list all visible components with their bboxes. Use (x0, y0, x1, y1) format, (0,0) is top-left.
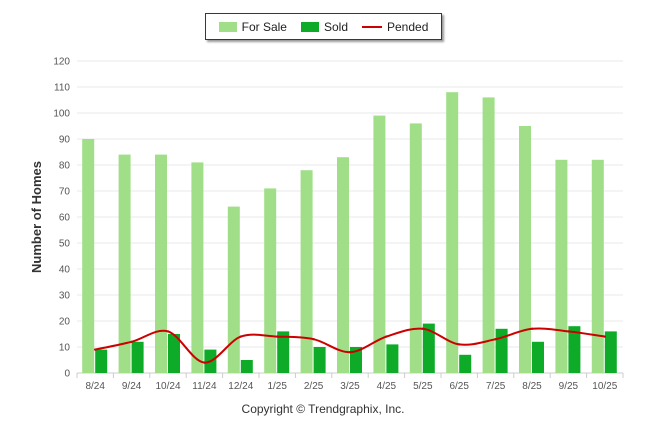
x-tick-label: 1/25 (267, 381, 287, 392)
bar-sold (532, 341, 544, 373)
y-axis-label: Number of Homes (29, 161, 44, 273)
point-pended (312, 338, 315, 341)
legend-swatch-sold (300, 21, 319, 32)
x-tick-label: 9/25 (559, 381, 579, 392)
x-tick-label: 11/24 (192, 381, 217, 392)
bar-for-sale (227, 206, 240, 373)
point-pended (421, 327, 424, 330)
bar-for-sale (591, 159, 604, 373)
y-tick-label: 80 (59, 161, 71, 172)
y-tick-label: 70 (59, 187, 71, 198)
copyright-footer: Copyright © Trendgraphix, Inc. (241, 402, 405, 416)
point-pended (348, 351, 352, 354)
x-tick-label: 8/24 (85, 381, 105, 392)
bar-for-sale (118, 154, 131, 373)
y-tick-label: 20 (59, 317, 71, 328)
bar-for-sale (409, 123, 422, 374)
x-tick-label: 2/25 (304, 381, 324, 392)
bar-for-sale (82, 139, 95, 373)
x-tick-label: 6/25 (449, 381, 469, 392)
legend-label: Sold (323, 19, 348, 34)
x-tick-label: 10/24 (155, 381, 180, 392)
point-pended (203, 361, 206, 364)
point-pended (239, 335, 242, 338)
y-tick-label: 110 (54, 83, 70, 94)
bar-sold (350, 347, 362, 373)
y-tick-label: 100 (53, 109, 70, 120)
point-pended (130, 340, 133, 343)
y-tick-label: 10 (59, 343, 71, 354)
y-tick-label: 90 (59, 135, 71, 146)
legend-item-for-sale[interactable]: For Sale (218, 19, 287, 34)
y-tick-label: 30 (59, 291, 71, 302)
x-tick-label: 9/24 (122, 381, 142, 392)
y-tick-label: 40 (59, 265, 71, 276)
bar-sold (277, 331, 290, 373)
bar-for-sale (264, 188, 277, 373)
bar-sold (168, 334, 180, 373)
bar-sold (568, 326, 581, 373)
bar-sold (95, 349, 108, 373)
y-tick-label: 50 (59, 239, 71, 250)
x-tick-label: 4/25 (377, 381, 397, 392)
y-tick-label: 0 (64, 369, 70, 380)
bar-sold (313, 347, 326, 373)
x-tick-label: 5/25 (413, 381, 433, 392)
point-pended (385, 335, 388, 338)
bar-for-sale (155, 154, 167, 373)
legend-swatch-pended (362, 25, 382, 28)
bar-sold (495, 328, 508, 373)
legend-label: Pended (387, 19, 429, 34)
y-tick-label: 120 (53, 57, 70, 68)
x-tick-label: 3/25 (340, 381, 360, 392)
chart-legend: For Sale Sold Pended (205, 13, 442, 40)
x-tick-label: 12/24 (228, 381, 253, 392)
bar-for-sale (373, 115, 386, 373)
bar-sold (240, 360, 253, 373)
bar-sold (386, 344, 399, 373)
bar-for-sale (482, 97, 495, 374)
point-pended (530, 327, 534, 330)
point-pended (166, 330, 170, 333)
point-pended (94, 348, 97, 351)
y-tick-label: 60 (59, 213, 71, 224)
bar-for-sale (337, 157, 349, 373)
legend-item-pended[interactable]: Pended (362, 20, 428, 34)
bar-for-sale (555, 159, 568, 373)
legend-label: For Sale (241, 19, 287, 34)
x-tick-label: 8/25 (522, 381, 542, 392)
bar-for-sale (519, 126, 531, 373)
bar-sold (604, 331, 617, 373)
bar-for-sale (300, 170, 313, 373)
point-pended (603, 335, 606, 338)
point-pended (567, 330, 570, 333)
x-tick-label: 10/25 (592, 381, 617, 392)
bar-for-sale (446, 92, 459, 373)
bar-sold (131, 341, 144, 373)
point-pended (276, 335, 279, 338)
bar-sold (459, 354, 472, 373)
legend-item-sold[interactable]: Sold (300, 19, 348, 34)
bar-sold (422, 323, 435, 373)
point-pended (458, 343, 461, 346)
legend-swatch-for-sale (218, 21, 237, 32)
x-tick-label: 7/25 (486, 381, 506, 392)
bar-for-sale (191, 162, 204, 373)
point-pended (494, 338, 497, 341)
